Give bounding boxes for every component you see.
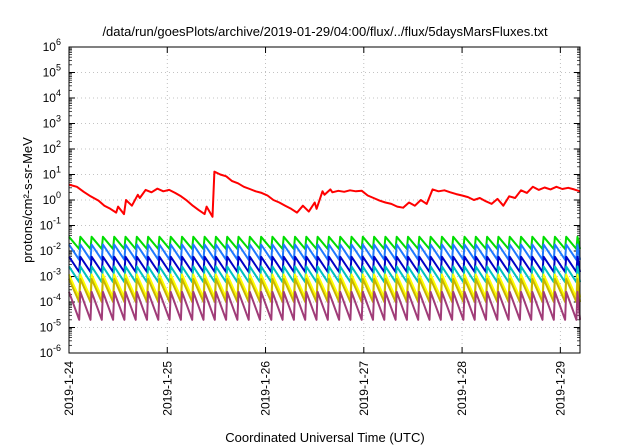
x-tick-label: 2019-1-26 (259, 361, 273, 416)
y-tick-label: 105 (43, 63, 61, 80)
x-axis-ticks: 2019-1-24 2019-1-25 2019-1-26 2019-1-27 2019… (62, 47, 567, 416)
x-tick-label: 2019-1-27 (357, 361, 371, 416)
y-tick-label: 10-5 (40, 318, 61, 335)
y-tick-label: 10-2 (40, 241, 61, 258)
y-tick-label: 10-4 (40, 292, 61, 309)
series-line-8 (68, 290, 581, 321)
x-axis-label: Coordinated Universal Time (UTC) (225, 430, 424, 445)
y-axis-label: protons/cm²-s-sr-MeV (20, 137, 35, 263)
chart-title: /data/run/goesPlots/archive/2019-01-29/0… (102, 24, 548, 39)
y-tick-label: 104 (43, 88, 61, 105)
plot-frame (68, 46, 581, 354)
x-tick-label: 2019-1-29 (553, 361, 567, 416)
y-tick-label: 102 (43, 139, 61, 156)
y-tick-label: 10-6 (40, 343, 61, 360)
x-tick-label: 2019-1-25 (160, 361, 174, 416)
y-tick-label: 103 (43, 114, 61, 131)
series-group (68, 170, 581, 321)
y-tick-label: 100 (43, 190, 61, 207)
y-tick-label: 10-1 (40, 216, 61, 233)
y-tick-label: 106 (43, 37, 61, 54)
y-tick-label: 10-3 (40, 267, 61, 284)
series-line-2 (68, 235, 581, 250)
y-tick-label: 101 (43, 165, 61, 182)
x-tick-label: 2019-1-24 (62, 361, 76, 416)
series-line-1 (68, 170, 581, 218)
x-tick-label: 2019-1-28 (455, 361, 469, 416)
